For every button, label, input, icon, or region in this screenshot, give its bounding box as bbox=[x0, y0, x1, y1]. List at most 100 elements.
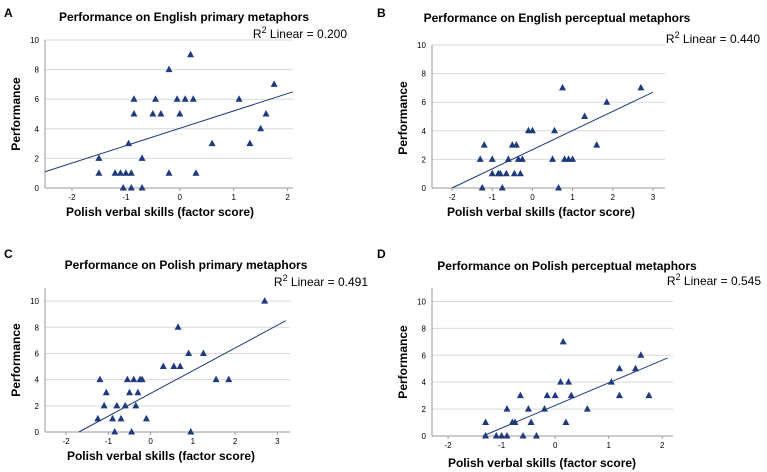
x-tick-label: 3 bbox=[275, 437, 280, 446]
x-tick-label: 1 bbox=[191, 437, 196, 446]
data-point bbox=[615, 391, 623, 399]
x-tick-label: 1 bbox=[231, 193, 236, 202]
x-tick-label: 0 bbox=[148, 437, 153, 446]
x-tick-label: 1 bbox=[607, 441, 612, 450]
data-point bbox=[130, 375, 138, 383]
data-point bbox=[528, 126, 536, 134]
chart-panel-d: D Performance on Polish perceptual metaph… bbox=[377, 247, 761, 470]
x-tick-label: 2 bbox=[611, 193, 616, 202]
y-tick-label: 0 bbox=[35, 184, 40, 193]
panel-letter: D bbox=[377, 247, 386, 261]
x-axis-label: Polish verbal skills (factor score) bbox=[67, 449, 255, 463]
data-point bbox=[121, 401, 129, 409]
data-point bbox=[181, 95, 189, 102]
data-point bbox=[176, 110, 184, 117]
data-point bbox=[540, 405, 548, 412]
data-point bbox=[189, 95, 197, 102]
data-point bbox=[100, 401, 108, 409]
y-axis-label: Performance bbox=[396, 325, 410, 399]
y-tick-label: 2 bbox=[35, 154, 40, 163]
data-point bbox=[102, 388, 110, 396]
x-tick-label: 0 bbox=[178, 193, 183, 202]
r-squared-superscript: 2 bbox=[262, 25, 267, 35]
y-tick-label: 8 bbox=[422, 324, 427, 333]
data-point bbox=[516, 169, 524, 177]
chart-title: Performance on Polish perceptual metapho… bbox=[437, 259, 697, 273]
data-point bbox=[511, 418, 519, 426]
data-point bbox=[116, 169, 124, 176]
y-tick-label: 6 bbox=[422, 351, 427, 360]
data-point bbox=[549, 155, 557, 162]
data-point bbox=[480, 141, 488, 148]
y-tick-label: 6 bbox=[35, 349, 40, 358]
x-axis-label: Polish verbal skills (factor score) bbox=[447, 205, 635, 219]
x-tick-label: -2 bbox=[63, 437, 71, 446]
y-tick-label: 0 bbox=[422, 432, 427, 441]
y-tick-label: 10 bbox=[30, 36, 39, 45]
y-tick-label: 2 bbox=[422, 405, 427, 414]
x-tick-label: -2 bbox=[68, 193, 76, 202]
data-point bbox=[165, 65, 173, 73]
data-point bbox=[581, 112, 589, 119]
data-point bbox=[607, 378, 615, 385]
data-point bbox=[208, 139, 216, 147]
chart-panel-a: A Performance on English primary metaphor… bbox=[4, 6, 347, 219]
data-point bbox=[498, 432, 506, 439]
x-tick-label: 2 bbox=[285, 193, 290, 202]
data-point bbox=[149, 110, 157, 117]
data-point bbox=[122, 169, 130, 176]
y-tick-label: 4 bbox=[422, 127, 427, 136]
chart-title: Performance on English primary metaphors bbox=[59, 10, 309, 24]
data-point bbox=[492, 432, 500, 439]
chart-title: Performance on Polish primary metaphors bbox=[65, 258, 308, 272]
data-point bbox=[125, 139, 133, 147]
data-point bbox=[502, 169, 510, 177]
y-axis-label: Performance bbox=[9, 77, 23, 151]
data-point bbox=[503, 405, 511, 412]
r-squared-value: Linear = 0.200 bbox=[267, 27, 348, 41]
data-point bbox=[510, 169, 518, 177]
data-point bbox=[488, 155, 496, 162]
data-point bbox=[551, 391, 559, 399]
data-point bbox=[262, 110, 270, 117]
data-point bbox=[543, 391, 551, 399]
panel-letter: B bbox=[377, 6, 386, 20]
data-point bbox=[476, 155, 484, 162]
y-tick-label: 4 bbox=[35, 376, 40, 385]
data-point bbox=[132, 401, 140, 409]
data-point bbox=[565, 378, 573, 385]
x-tick-label: 2 bbox=[660, 441, 665, 450]
data-point bbox=[246, 139, 254, 147]
data-point bbox=[125, 388, 133, 396]
data-point bbox=[261, 297, 269, 304]
data-point bbox=[225, 375, 233, 383]
data-point bbox=[551, 126, 559, 134]
data-point bbox=[496, 169, 504, 177]
y-tick-label: 4 bbox=[422, 378, 427, 387]
data-point bbox=[593, 141, 601, 148]
y-tick-label: 2 bbox=[35, 402, 40, 411]
data-point bbox=[270, 80, 278, 87]
data-point bbox=[111, 428, 119, 435]
y-tick-label: 8 bbox=[35, 323, 40, 332]
data-point bbox=[516, 391, 524, 399]
data-point bbox=[192, 169, 200, 176]
data-point bbox=[603, 98, 611, 105]
data-point bbox=[165, 169, 173, 176]
data-point bbox=[478, 184, 486, 191]
data-point bbox=[138, 184, 146, 191]
r-squared-label: R2 Linear = 0.545 bbox=[667, 272, 761, 288]
regression-line bbox=[451, 91, 654, 189]
data-point bbox=[199, 349, 207, 356]
data-point bbox=[532, 432, 540, 439]
chart-panel-b: B Performance on English perceptual metap… bbox=[377, 6, 760, 219]
chart-title: Performance on English perceptual metaph… bbox=[424, 11, 691, 25]
data-point bbox=[119, 184, 127, 191]
panel-letter: A bbox=[4, 6, 13, 20]
data-point bbox=[488, 169, 496, 177]
data-point bbox=[117, 414, 125, 422]
x-tick-label: 1 bbox=[570, 193, 575, 202]
data-point bbox=[187, 50, 195, 58]
y-tick-label: 10 bbox=[30, 297, 39, 306]
